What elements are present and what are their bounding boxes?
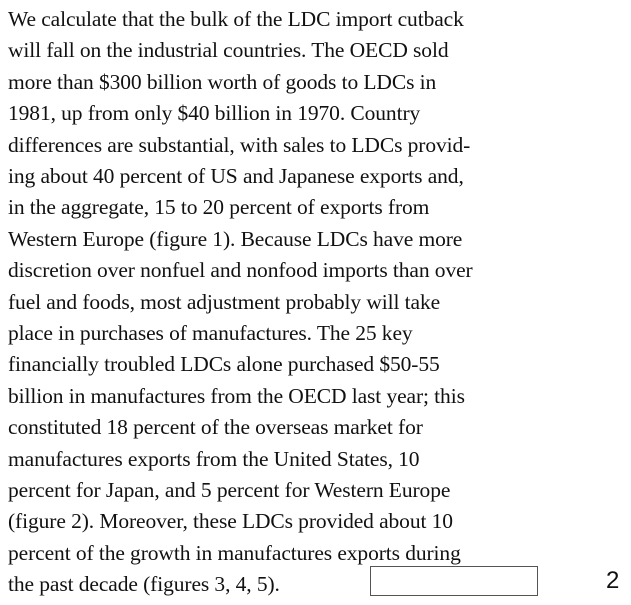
text-line: will fall on the industrial countries. T… — [8, 38, 449, 63]
text-line: differences are substantial, with sales … — [8, 132, 471, 157]
text-line: 1981, up from only $40 billion in 1970. … — [8, 101, 421, 126]
text-line: manufactures exports from the United Sta… — [8, 446, 420, 471]
text-line: Western Europe (figure 1). Because LDCs … — [8, 226, 463, 251]
text-line: billion in manufactures from the OECD la… — [8, 383, 465, 408]
text-line: We calculate that the bulk of the LDC im… — [8, 7, 464, 31]
text-line: more than $300 billion worth of goods to… — [8, 69, 437, 94]
text-line: fuel and foods, most adjustment probably… — [8, 289, 441, 314]
text-line: place in purchases of manufactures. The … — [8, 321, 413, 345]
text-line: financially troubled LDCs alone purchase… — [8, 352, 440, 377]
text-line: constituted 18 percent of the overseas m… — [8, 415, 423, 440]
text-line: (figure 2). Moreover, these LDCs provide… — [8, 509, 453, 534]
text-line: discretion over nonfuel and nonfood impo… — [8, 258, 473, 283]
text-line: percent of the growth in manufactures ex… — [8, 540, 461, 565]
text-line: ing about 40 percent of US and Japanese … — [8, 164, 464, 188]
text-line: the past decade (figures 3, 4, 5). — [8, 572, 280, 597]
page-number: 2 — [606, 567, 620, 594]
blank-box — [370, 566, 538, 596]
text-line: in the aggregate, 15 to 20 percent of ex… — [8, 195, 430, 220]
text-line: percent for Japan, and 5 percent for Wes… — [8, 478, 451, 502]
